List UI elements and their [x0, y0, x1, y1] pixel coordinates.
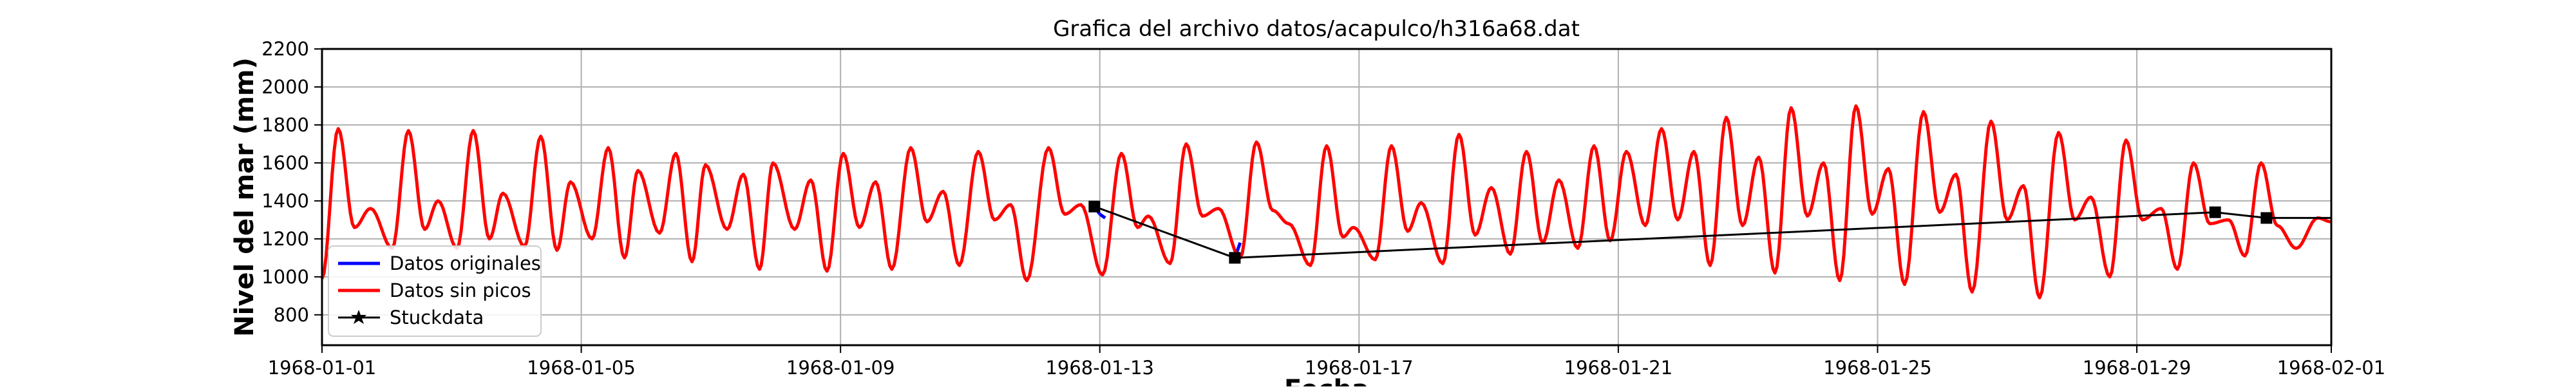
stuckdata-marker	[2209, 206, 2221, 218]
x-tick-label: 1968-02-01	[2277, 357, 2386, 379]
y-tick-label: 1000	[261, 266, 309, 288]
stuckdata-marker	[1088, 200, 1101, 213]
y-tick-label: 1200	[261, 228, 309, 250]
legend-label-datos-originales: Datos originales	[390, 252, 541, 274]
x-tick-label: 1968-01-17	[1305, 357, 1414, 379]
chart-title: Grafica del archivo datos/acapulco/h316a…	[1053, 16, 1580, 42]
x-tick-label: 1968-01-05	[527, 357, 636, 379]
stuckdata-marker	[1229, 252, 1241, 264]
x-tick-label: 1968-01-21	[1564, 357, 1673, 379]
y-tick-label: 1800	[261, 114, 309, 136]
x-tick-label: 1968-01-25	[1823, 357, 1932, 379]
plot-frame	[321, 48, 2333, 346]
axes: 1968-01-01 1968-01-05 1968-01-09 1968-01-13…	[261, 38, 2385, 379]
stuckdata-marker	[2260, 212, 2273, 224]
x-tick-label: 1968-01-09	[786, 357, 895, 379]
y-tick-label: 2200	[261, 38, 309, 60]
y-tick-label: 1400	[261, 190, 309, 212]
y-tick-label: 800	[274, 304, 309, 326]
x-tick-label: 1968-01-29	[2083, 357, 2192, 379]
legend-box	[328, 245, 542, 337]
grid	[321, 48, 2332, 345]
x-tick-label: 1968-01-01	[268, 357, 377, 379]
plot-area	[320, 104, 2332, 299]
legend-label-stuckdata: Stuckdata	[390, 307, 484, 328]
legend: Datos originales Datos sin picos Stuckda…	[328, 245, 542, 337]
legend-label-datos-sin-picos: Datos sin picos	[390, 280, 531, 301]
y-tick-label: 1600	[261, 152, 309, 174]
series-segment-datos-originales	[1099, 213, 1106, 220]
y-axis-title: Nivel del mar (mm)	[230, 57, 260, 337]
legend-marker-stuckdata	[351, 310, 366, 324]
y-tick-label: 2000	[261, 76, 309, 98]
series-line-datos-sin-picos	[320, 104, 2332, 299]
x-tick-label: 1968-01-13	[1045, 357, 1154, 379]
x-axis-title: Fecha	[1284, 375, 1369, 386]
